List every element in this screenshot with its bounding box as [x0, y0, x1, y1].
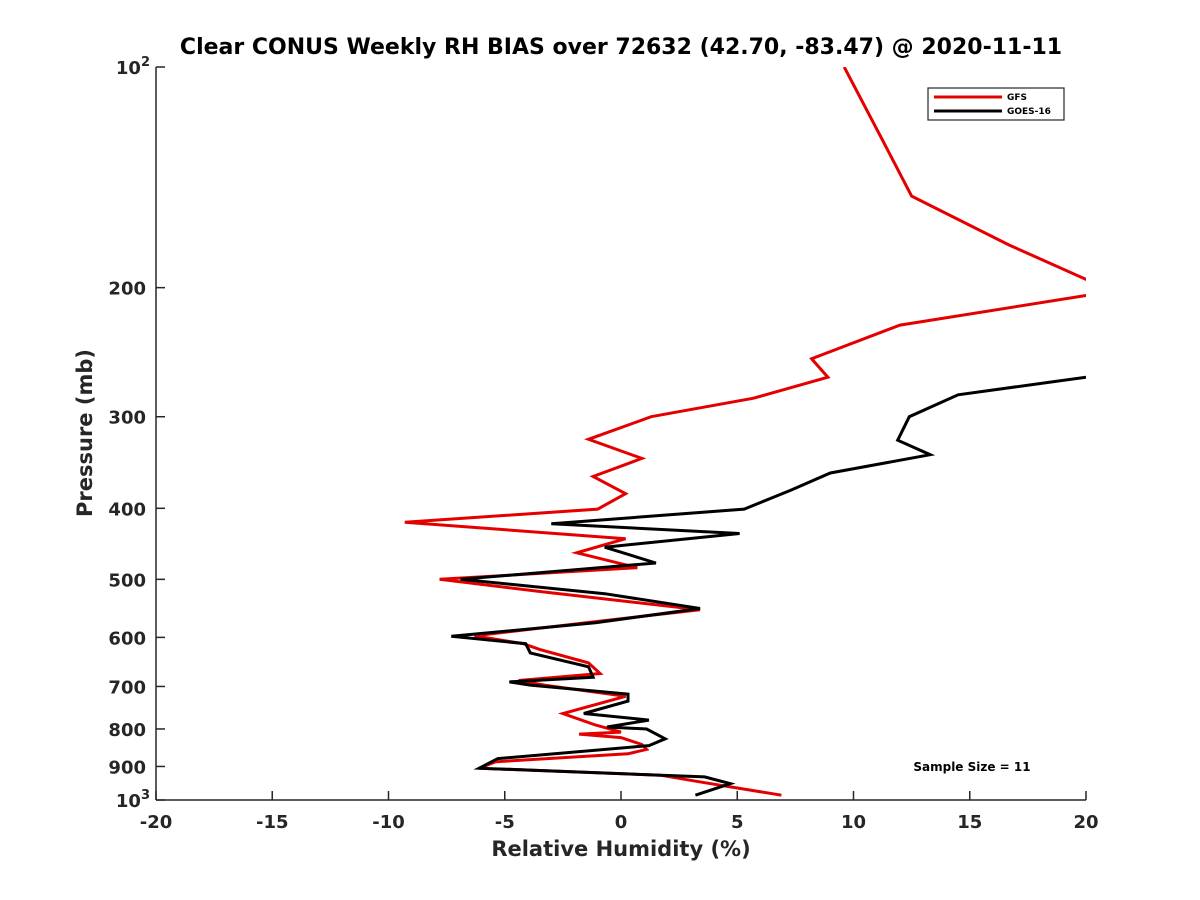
y-tick-label-bottom: 103 [116, 788, 150, 812]
y-tick-label: 300 [108, 408, 146, 429]
y-axis-label: Pressure (mb) [73, 349, 97, 517]
legend-label-gfs: GFS [1007, 93, 1027, 103]
series-line-goes16 [451, 375, 1086, 797]
legend-box [927, 87, 1065, 121]
y-tick-label: 500 [108, 570, 146, 591]
series-line-gfs [404, 67, 1086, 797]
x-tick-label: 20 [1073, 812, 1098, 833]
y-tick-label: 900 [108, 757, 146, 778]
x-tick-label: 15 [957, 812, 982, 833]
y-axis-ticks: 200 300 400 500 600 700 800 900 102 103 [108, 55, 165, 812]
x-tick-label: 10 [841, 812, 866, 833]
x-tick-label: -20 [140, 812, 173, 833]
x-axis-label: Relative Humidity (%) [491, 837, 750, 861]
plot-area: -20 -15 -10 -5 0 5 10 15 20 200 300 400 500 600 700 80… [108, 55, 1099, 833]
y-tick-label-top: 102 [116, 55, 150, 79]
x-tick-label: 0 [615, 812, 628, 833]
series-lines [404, 67, 1086, 797]
x-tick-label: -15 [256, 812, 289, 833]
x-tick-label: -5 [495, 812, 515, 833]
y-tick-label: 800 [108, 720, 146, 741]
y-tick-label: 600 [108, 628, 146, 649]
sample-size-annotation: Sample Size = 11 [913, 760, 1030, 774]
x-tick-label: 5 [731, 812, 744, 833]
legend-label-goes16: GOES-16 [1007, 107, 1051, 117]
x-tick-label: -10 [372, 812, 405, 833]
x-axis-ticks: -20 -15 -10 -5 0 5 10 15 20 [140, 791, 1099, 833]
y-tick-label: 700 [108, 677, 146, 698]
y-tick-label: 400 [108, 499, 146, 520]
chart-title: Clear CONUS Weekly RH BIAS over 72632 (4… [180, 35, 1062, 60]
y-tick-label: 200 [108, 279, 146, 300]
legend: GFS GOES-16 [927, 87, 1065, 121]
